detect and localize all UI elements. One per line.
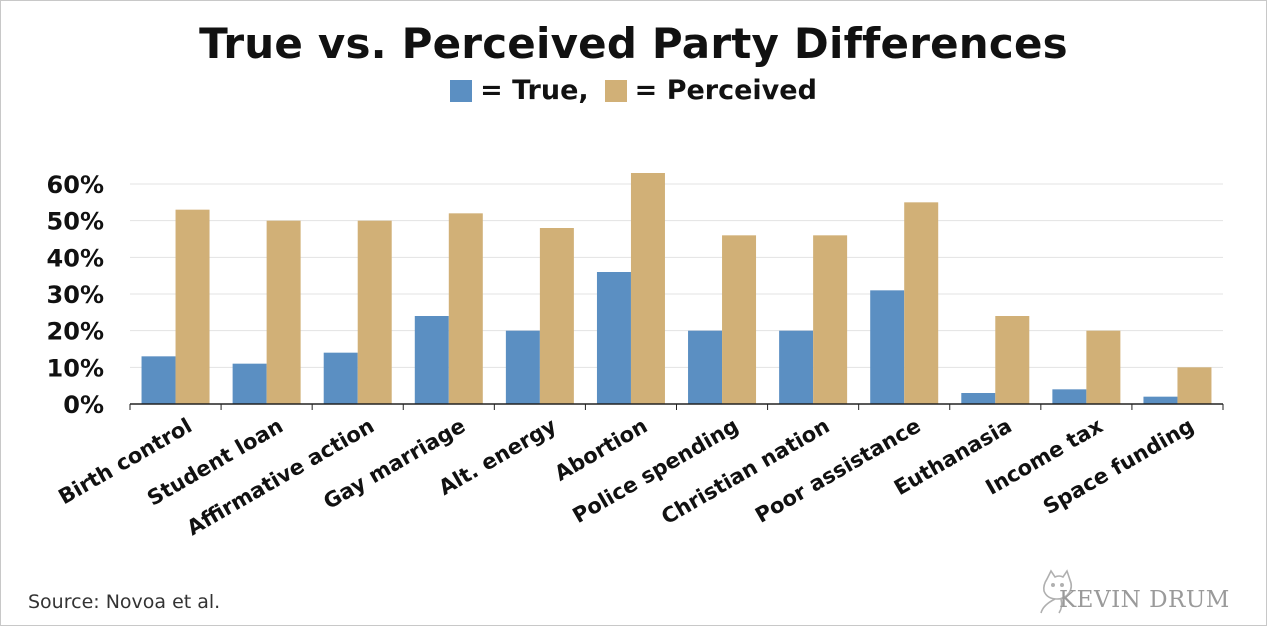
- bar-true-euthanasia: [961, 393, 996, 404]
- x-tick-label: Police spending: [568, 414, 742, 528]
- legend-swatch-perceived: [604, 79, 627, 102]
- bar-true-alt-energy: [505, 330, 540, 404]
- bar-perceived-birth-control: [175, 209, 210, 404]
- kevin-drum-logo-cat-icon: [1040, 569, 1073, 614]
- bar-perceived-affirmative-action: [357, 220, 392, 404]
- bar-perceived-student-loan: [266, 220, 301, 404]
- source-note: Source: Novoa et al.: [28, 591, 221, 613]
- legend-entry-perceived: = Perceived: [604, 75, 817, 106]
- bar-perceived-poor-assistance: [904, 202, 939, 404]
- watermark-text: KEVIN DRUM: [1059, 587, 1230, 613]
- legend-swatch-true: [450, 79, 473, 102]
- bar-true-student-loan: [232, 363, 267, 404]
- y-tick-label: 60%: [47, 171, 104, 199]
- bar-true-gay-marriage: [414, 316, 449, 404]
- y-tick-label: 30%: [47, 281, 104, 309]
- bar-perceived-police-spending: [722, 235, 757, 404]
- y-tick-label: 0%: [63, 391, 104, 419]
- bar-true-poor-assistance: [870, 290, 905, 404]
- legend-entry-true: = True,: [450, 75, 589, 106]
- legend: = True, = Perceived: [1, 75, 1266, 106]
- bar-perceived-alt-energy: [539, 228, 574, 404]
- bar-perceived-space-funding: [1177, 367, 1212, 404]
- legend-label-true: = True,: [480, 75, 589, 106]
- bar-perceived-abortion: [630, 173, 665, 404]
- chart-title: True vs. Perceived Party Differences: [199, 19, 1068, 68]
- bar-true-affirmative-action: [323, 352, 358, 404]
- bar-true-police-spending: [688, 330, 723, 404]
- x-tick-label: Christian nation: [657, 414, 833, 530]
- bar-true-abortion: [596, 272, 631, 404]
- bar-perceived-income-tax: [1086, 330, 1121, 404]
- bar-perceived-christian-nation: [813, 235, 848, 404]
- bar-perceived-euthanasia: [995, 316, 1030, 404]
- x-tick-label: Poor assistance: [751, 414, 925, 528]
- y-tick-label: 10%: [47, 354, 104, 382]
- bar-true-birth-control: [141, 356, 176, 404]
- y-tick-label: 40%: [47, 244, 104, 272]
- legend-label-perceived: = Perceived: [634, 75, 817, 106]
- x-tick-label: Space funding: [1039, 414, 1198, 520]
- bar-true-income-tax: [1052, 389, 1087, 404]
- bar-perceived-gay-marriage: [448, 213, 483, 404]
- bar-true-space-funding: [1143, 396, 1178, 404]
- y-tick-label: 50%: [47, 208, 104, 236]
- y-tick-label: 20%: [47, 318, 104, 346]
- bar-true-christian-nation: [779, 330, 814, 404]
